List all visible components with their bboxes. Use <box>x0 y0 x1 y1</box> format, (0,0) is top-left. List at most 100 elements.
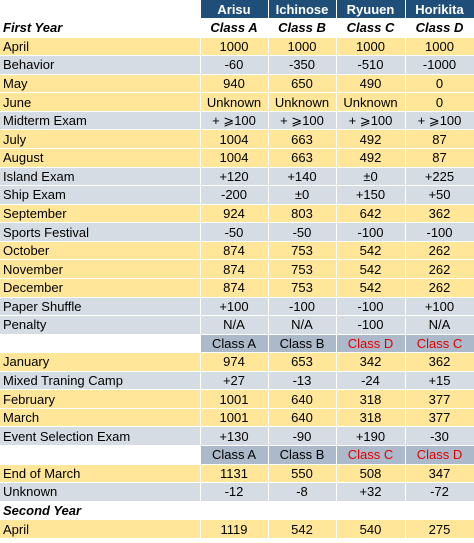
value-cell[interactable]: 347 <box>405 464 474 484</box>
value-cell[interactable]: 87 <box>405 148 474 168</box>
value-cell[interactable]: 492 <box>336 148 406 168</box>
row-label-cell[interactable]: May <box>0 74 201 94</box>
value-cell[interactable]: 362 <box>405 204 474 224</box>
value-cell[interactable]: + ⩾100 <box>336 111 406 131</box>
value-cell[interactable]: Unknown <box>200 92 269 112</box>
row-label-cell[interactable]: Behavior <box>0 55 201 75</box>
value-cell[interactable]: 1000 <box>200 37 269 57</box>
value-cell[interactable]: ±0 <box>268 185 337 205</box>
value-cell[interactable]: ±0 <box>336 167 406 187</box>
value-cell[interactable]: 542 <box>336 259 406 279</box>
value-cell[interactable]: 508 <box>336 464 406 484</box>
value-cell[interactable]: 540 <box>336 519 406 539</box>
row-label-cell[interactable]: December <box>0 278 201 298</box>
row-label-cell[interactable]: October <box>0 241 201 261</box>
value-cell[interactable]: 640 <box>268 408 337 428</box>
value-cell[interactable]: 318 <box>336 389 406 409</box>
value-cell[interactable]: +225 <box>405 167 474 187</box>
row-label-cell[interactable]: End of March <box>0 464 201 484</box>
value-cell[interactable]: 0 <box>405 74 474 94</box>
row-label-cell[interactable]: Unknown <box>0 482 201 502</box>
value-cell[interactable]: +27 <box>200 371 269 391</box>
value-cell[interactable]: -350 <box>268 55 337 75</box>
value-cell[interactable]: 492 <box>336 129 406 149</box>
value-cell[interactable]: -100 <box>336 222 406 242</box>
row-label-cell[interactable]: February <box>0 389 201 409</box>
value-cell[interactable]: 663 <box>268 148 337 168</box>
row-label-cell[interactable]: November <box>0 259 201 279</box>
value-cell[interactable]: -12 <box>200 482 269 502</box>
value-cell[interactable]: 640 <box>268 389 337 409</box>
value-cell[interactable]: N/A <box>268 315 337 335</box>
header-cell-ichinose[interactable]: Ichinose <box>268 0 337 20</box>
value-cell[interactable]: -72 <box>405 482 474 502</box>
value-cell[interactable]: 940 <box>200 74 269 94</box>
value-cell[interactable]: -100 <box>336 315 406 335</box>
value-cell[interactable]: 550 <box>268 464 337 484</box>
value-cell[interactable]: 1001 <box>200 389 269 409</box>
value-cell[interactable]: -100 <box>336 297 406 317</box>
value-cell[interactable]: -200 <box>200 185 269 205</box>
value-cell[interactable]: Class B <box>268 18 337 38</box>
value-cell[interactable]: +32 <box>336 482 406 502</box>
value-cell[interactable]: + ⩾100 <box>405 111 474 131</box>
value-cell[interactable]: 663 <box>268 129 337 149</box>
value-cell[interactable]: +190 <box>336 426 406 446</box>
row-label-cell[interactable]: First Year <box>0 18 201 38</box>
row-label-cell[interactable]: Penalty <box>0 315 201 335</box>
value-cell[interactable]: Class C <box>336 445 406 465</box>
value-cell[interactable]: + ⩾100 <box>268 111 337 131</box>
value-cell[interactable]: 542 <box>336 278 406 298</box>
value-cell[interactable]: + ⩾100 <box>200 111 269 131</box>
row-label-cell[interactable]: Paper Shuffle <box>0 297 201 317</box>
row-label-cell[interactable]: Midterm Exam <box>0 111 201 131</box>
value-cell[interactable]: -90 <box>268 426 337 446</box>
value-cell[interactable]: 542 <box>336 241 406 261</box>
row-label-cell[interactable] <box>0 445 201 465</box>
value-cell[interactable] <box>268 501 337 521</box>
value-cell[interactable]: 542 <box>268 519 337 539</box>
value-cell[interactable]: +15 <box>405 371 474 391</box>
value-cell[interactable]: -30 <box>405 426 474 446</box>
value-cell[interactable]: Class A <box>200 445 269 465</box>
value-cell[interactable]: +100 <box>405 297 474 317</box>
value-cell[interactable]: -1000 <box>405 55 474 75</box>
value-cell[interactable]: 490 <box>336 74 406 94</box>
value-cell[interactable]: +140 <box>268 167 337 187</box>
row-label-cell[interactable] <box>0 334 201 354</box>
value-cell[interactable]: Class D <box>336 334 406 354</box>
value-cell[interactable]: 1000 <box>336 37 406 57</box>
value-cell[interactable]: -13 <box>268 371 337 391</box>
row-label-cell[interactable]: Ship Exam <box>0 185 201 205</box>
value-cell[interactable]: 642 <box>336 204 406 224</box>
value-cell[interactable]: 262 <box>405 278 474 298</box>
value-cell[interactable]: 974 <box>200 352 269 372</box>
value-cell[interactable]: Unknown <box>336 92 406 112</box>
value-cell[interactable]: 653 <box>268 352 337 372</box>
value-cell[interactable]: N/A <box>405 315 474 335</box>
value-cell[interactable] <box>405 501 474 521</box>
value-cell[interactable]: 87 <box>405 129 474 149</box>
value-cell[interactable]: 1004 <box>200 129 269 149</box>
value-cell[interactable]: -24 <box>336 371 406 391</box>
value-cell[interactable]: 262 <box>405 241 474 261</box>
value-cell[interactable]: 924 <box>200 204 269 224</box>
value-cell[interactable]: -50 <box>268 222 337 242</box>
value-cell[interactable]: -60 <box>200 55 269 75</box>
value-cell[interactable]: Class C <box>405 334 474 354</box>
value-cell[interactable]: 803 <box>268 204 337 224</box>
value-cell[interactable]: Class C <box>336 18 406 38</box>
value-cell[interactable]: 1000 <box>405 37 474 57</box>
value-cell[interactable]: 650 <box>268 74 337 94</box>
row-label-cell[interactable]: June <box>0 92 201 112</box>
row-label-cell[interactable]: April <box>0 519 201 539</box>
value-cell[interactable]: +50 <box>405 185 474 205</box>
header-cell-arisu[interactable]: Arisu <box>200 0 269 20</box>
value-cell[interactable]: +130 <box>200 426 269 446</box>
row-label-cell[interactable]: Second Year <box>0 501 201 521</box>
value-cell[interactable]: 874 <box>200 278 269 298</box>
value-cell[interactable]: 377 <box>405 408 474 428</box>
value-cell[interactable]: 1004 <box>200 148 269 168</box>
value-cell[interactable]: Class D <box>405 445 474 465</box>
value-cell[interactable]: Class B <box>268 445 337 465</box>
